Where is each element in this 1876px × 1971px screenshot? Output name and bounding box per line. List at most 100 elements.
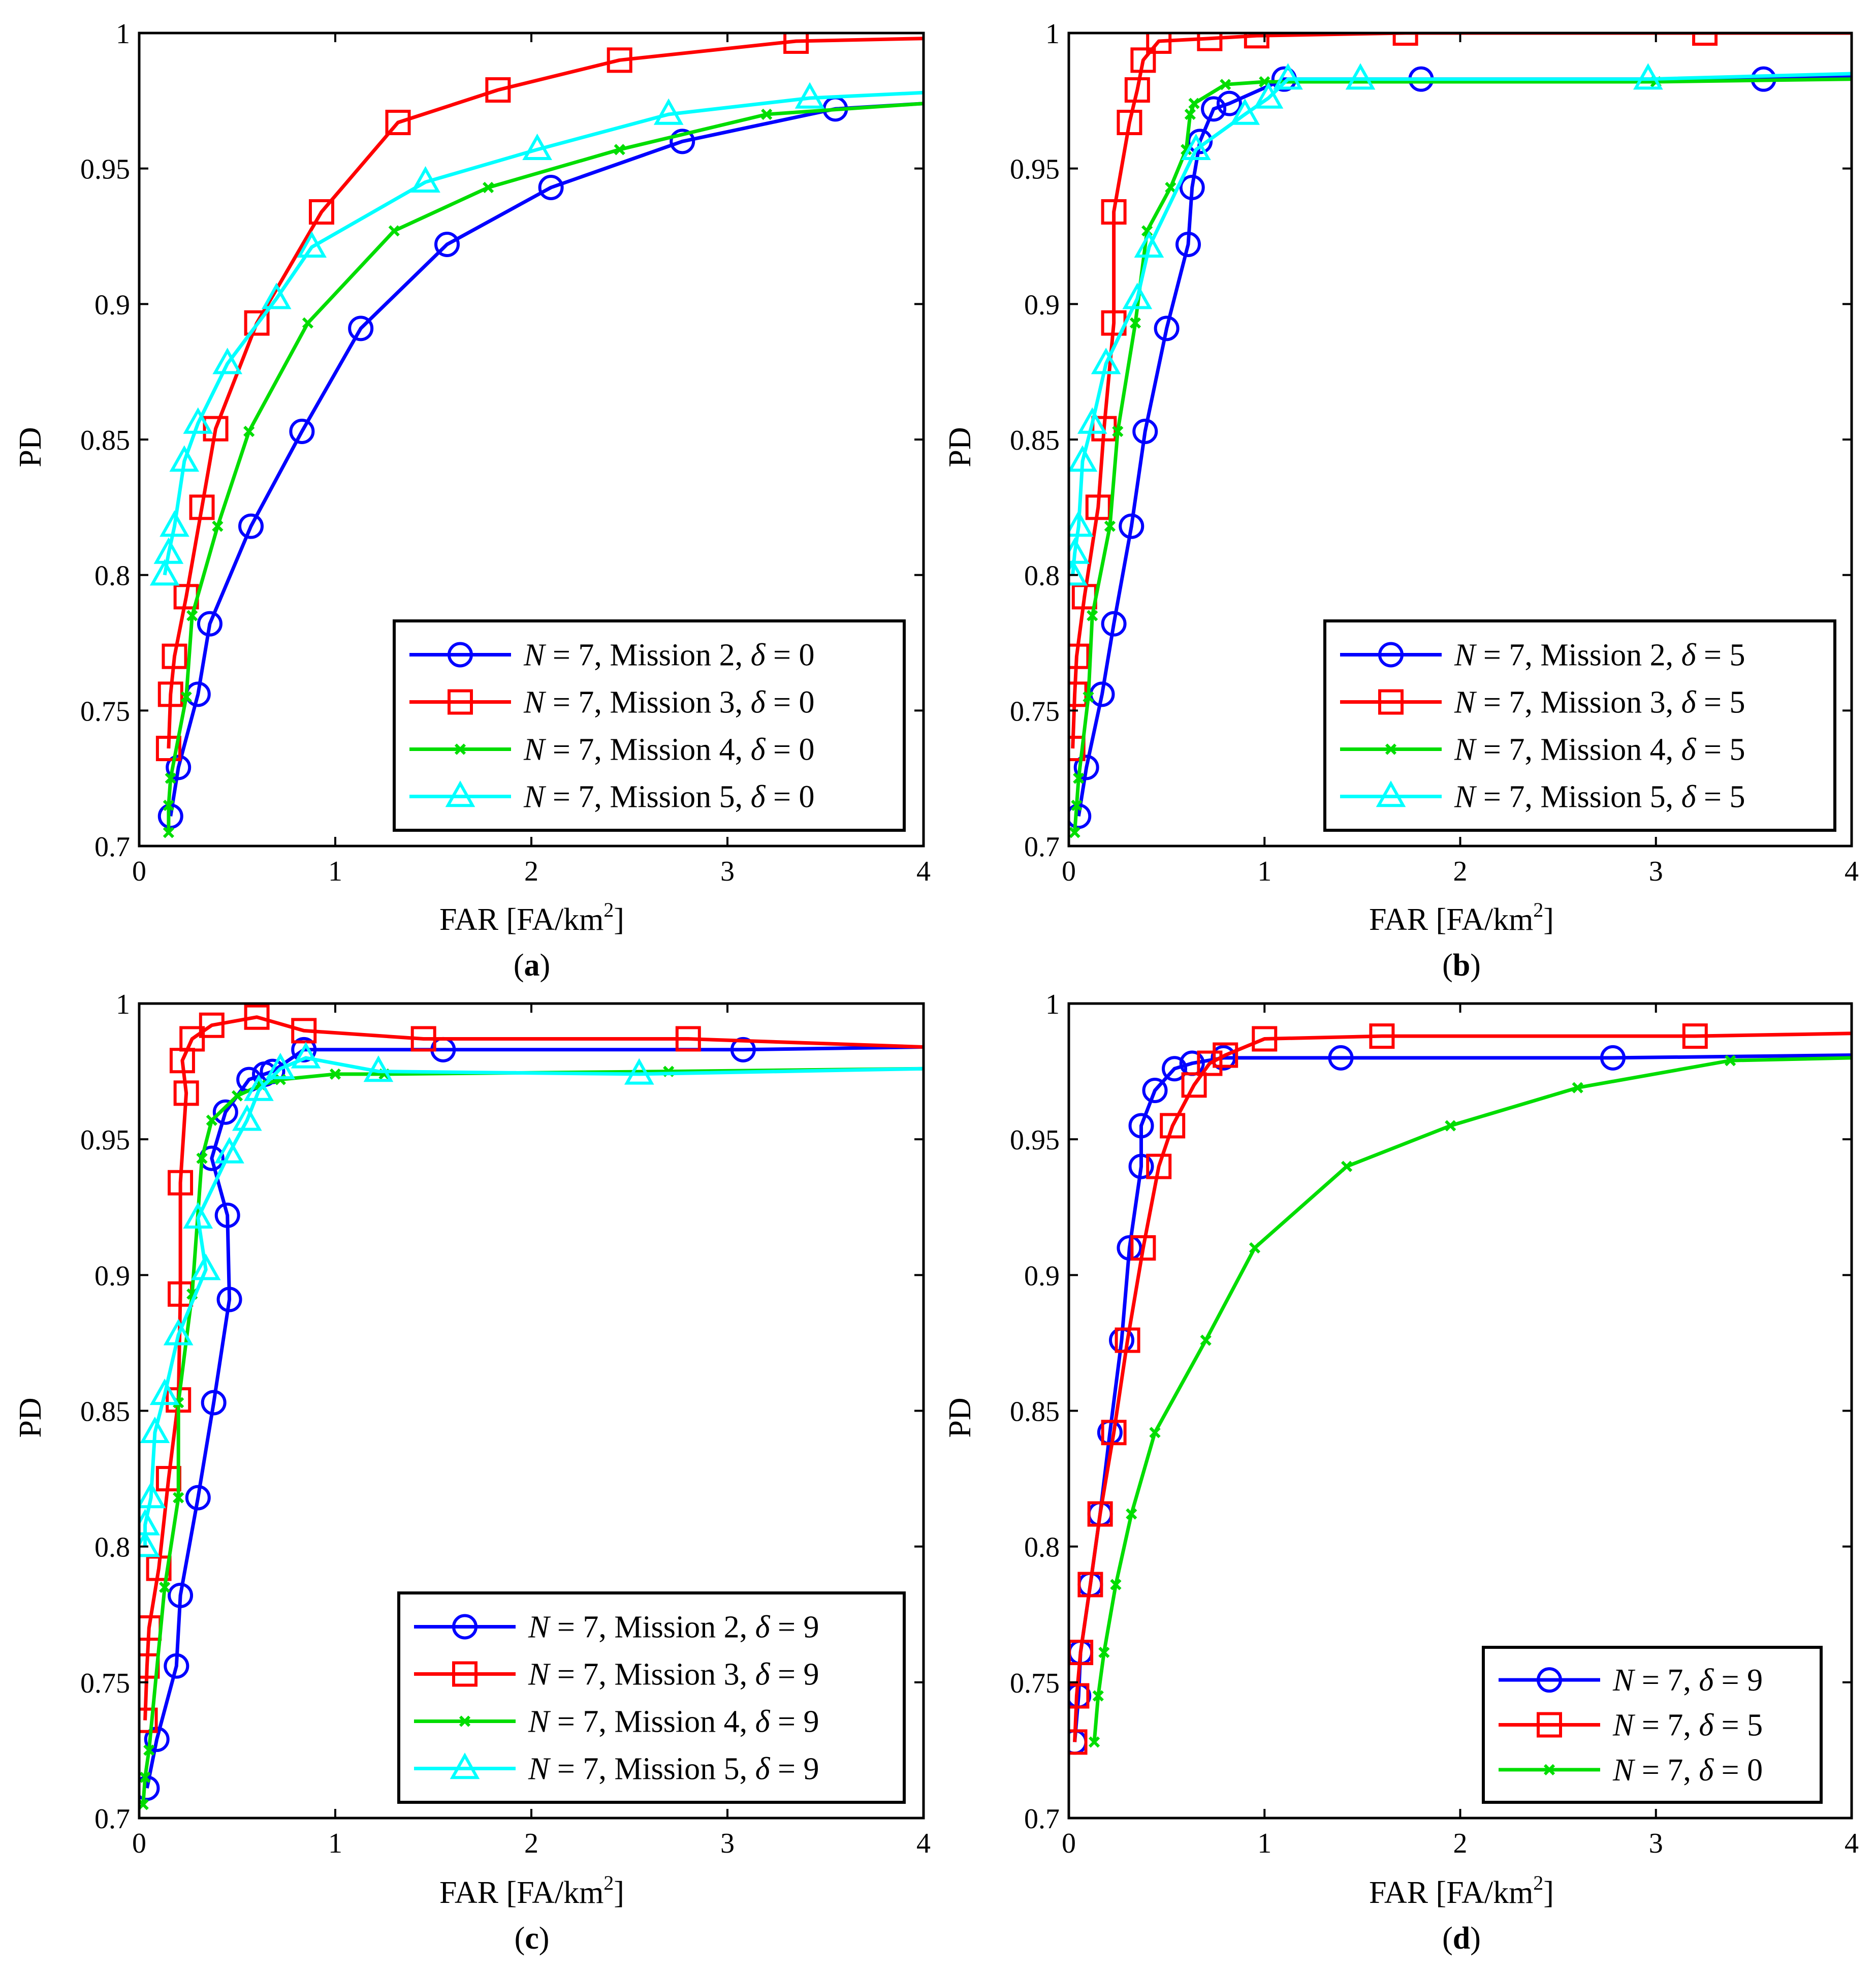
ytick-label-c-1: 0.7 (94, 1803, 130, 1835)
data-point-b-2-15 (1392, 33, 1418, 46)
data-point-b-2-9 (1117, 110, 1142, 135)
data-point-c-2-4 (146, 1555, 172, 1581)
data-point-b-4-8 (1134, 231, 1164, 258)
data-point-a-2-9 (385, 110, 411, 135)
data-point-c-3-10 (231, 1090, 243, 1102)
xtick-label-a-3: 2 (524, 856, 538, 887)
ytick-label-c-5: 0.9 (94, 1260, 130, 1292)
ytick-label-d-7: 1 (1045, 989, 1060, 1020)
ytick-label-a-6: 0.95 (80, 154, 130, 185)
data-point-b-1-12 (1216, 90, 1242, 116)
data-point-c-4-13 (291, 1042, 321, 1069)
data-point-d-2-5 (1087, 1501, 1113, 1527)
data-point-d-2-1 (1069, 1729, 1088, 1755)
legend-label-b-4: N = 7, Mission 5, δ = 5 (1454, 780, 1745, 815)
data-point-c-4-11 (244, 1074, 274, 1101)
legend-marker-b-1 (1378, 642, 1404, 668)
data-point-b-4-12 (1273, 63, 1303, 90)
data-point-b-1-11 (1201, 96, 1227, 122)
data-point-d-2-2 (1069, 1683, 1090, 1709)
data-point-b-1-7 (1154, 316, 1180, 341)
legend-label-d-2: N = 7, δ = 5 (1612, 1708, 1763, 1743)
data-point-b-1-2 (1073, 755, 1099, 780)
data-point-a-4-9 (410, 166, 440, 193)
data-point-d-3-8 (1249, 1242, 1261, 1254)
data-point-a-2-7 (244, 310, 270, 336)
data-point-c-4-2 (139, 1509, 160, 1536)
data-point-a-3-10 (482, 181, 494, 194)
panel-b-ylabel: PD (943, 427, 977, 467)
data-point-d-3-11 (1572, 1082, 1583, 1093)
ytick-label-a-5: 0.9 (94, 289, 130, 321)
xtick-label-d-2: 1 (1257, 1828, 1271, 1859)
series-c-4 (139, 1042, 924, 1557)
series-c-2 (139, 1004, 924, 1733)
data-point-b-3-8 (1129, 317, 1141, 329)
data-point-b-2-5 (1085, 494, 1111, 520)
panel-a-caption: (a) (514, 948, 550, 983)
data-point-c-4-8 (183, 1202, 213, 1229)
data-point-d-3-6 (1149, 1427, 1161, 1438)
series-line-c-4 (143, 1056, 924, 1547)
data-point-c-4-15 (624, 1058, 654, 1085)
legend-marker-c-2 (452, 1661, 478, 1687)
data-point-d-3-5 (1126, 1508, 1137, 1520)
legend-marker-a-3 (454, 743, 466, 755)
xtick-label-c-5: 4 (916, 1828, 931, 1859)
data-point-c-1-14 (291, 1037, 317, 1062)
data-point-d-2-14 (1252, 1026, 1278, 1052)
data-point-c-2-16 (675, 1026, 701, 1052)
data-point-d-2-12 (1197, 1050, 1223, 1076)
data-point-c-2-15 (410, 1026, 436, 1052)
data-point-a-1-6 (289, 419, 315, 444)
ytick-label-a-4: 0.85 (80, 425, 130, 456)
data-point-a-1-4 (197, 611, 222, 637)
data-point-a-4-12 (794, 82, 825, 109)
data-point-d-2-15 (1369, 1023, 1395, 1049)
data-point-b-4-2 (1069, 537, 1090, 564)
legend-label-d-1: N = 7, δ = 9 (1612, 1663, 1763, 1698)
legend-marker-c-4 (450, 1753, 480, 1779)
data-point-c-3-4 (159, 1581, 171, 1593)
panel-b-caption: (b) (1442, 948, 1481, 983)
data-point-a-3-7 (243, 425, 255, 437)
data-point-d-1-15 (1328, 1045, 1354, 1071)
ytick-label-c-4: 0.85 (80, 1396, 130, 1428)
data-point-a-4-6 (212, 348, 243, 374)
data-point-b-2-3 (1069, 643, 1090, 669)
data-point-b-4-13 (1345, 63, 1376, 90)
data-point-c-2-9 (173, 1080, 199, 1106)
data-point-a-4-11 (653, 98, 684, 125)
panel-d: PD FAR [FA/km2] (d) (943, 1397, 1554, 1956)
data-point-c-4-5 (149, 1379, 180, 1405)
data-point-c-2-13 (244, 1004, 270, 1030)
series-a-3 (163, 102, 924, 838)
xtick-label-b-4: 3 (1649, 856, 1663, 887)
data-point-a-2-8 (308, 199, 334, 225)
data-point-c-2-12 (199, 1012, 225, 1038)
ytick-label-b-5: 0.9 (1024, 289, 1060, 321)
data-point-a-2-10 (485, 77, 511, 103)
data-point-b-4-9 (1181, 133, 1211, 161)
series-line-b-2 (1071, 33, 1852, 749)
legend-label-b-3: N = 7, Mission 4, δ = 5 (1454, 733, 1745, 767)
xtick-label-b-5: 4 (1845, 856, 1859, 887)
series-line-c-1 (145, 1045, 924, 1789)
data-point-b-2-14 (1244, 33, 1269, 49)
legend-label-b-1: N = 7, Mission 2, δ = 5 (1454, 638, 1745, 673)
data-point-b-1-5 (1119, 513, 1144, 539)
legend-label-c-3: N = 7, Mission 4, δ = 9 (528, 1705, 819, 1739)
panel-d-xlabel: FAR [FA/km2] (1369, 1871, 1554, 1910)
legend-label-a-1: N = 7, Mission 2, δ = 0 (523, 638, 814, 673)
xtick-label-c-1: 0 (132, 1828, 146, 1859)
data-point-a-1-10 (670, 129, 695, 154)
chart-c: 0 1 2 3 4 0.7 0.75 0.8 0.85 0.9 0.95 1 N = 7, Missio… (80, 989, 931, 1859)
data-point-b-4-10 (1230, 98, 1260, 125)
legend-marker-d-2 (1537, 1712, 1562, 1738)
data-point-b-3-2 (1071, 799, 1083, 811)
data-point-a-2-12 (783, 33, 809, 54)
plot-area-a (149, 33, 924, 838)
data-point-b-1-4 (1101, 611, 1127, 637)
legend-marker-b-3 (1385, 743, 1397, 755)
